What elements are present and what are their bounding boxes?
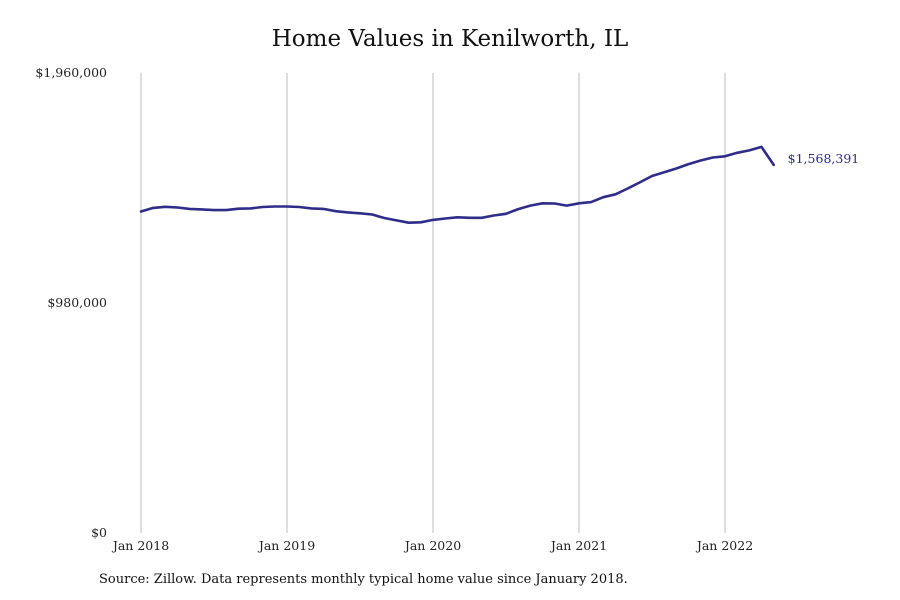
x-tick-label: Jan 2022 — [695, 538, 753, 553]
x-axis-labels: Jan 2018 Jan 2019 Jan 2020 Jan 2021 Jan 2022 — [111, 538, 753, 553]
y-tick-label: $980,000 — [47, 295, 107, 310]
x-tick-label: Jan 2019 — [257, 538, 315, 553]
chart-title: Home Values in Kenilworth, IL — [271, 26, 629, 52]
y-tick-label: $0 — [91, 525, 107, 540]
x-tick-label: Jan 2021 — [549, 538, 607, 553]
series-layer: $1,568,391 — [139, 145, 860, 224]
source-note: Source: Zillow. Data represents monthly … — [99, 572, 628, 587]
x-tick-label: Jan 2020 — [403, 538, 461, 553]
y-axis-labels: $0 $980,000 $1,960,000 — [35, 65, 107, 540]
series-line — [139, 145, 775, 224]
gridlines — [140, 73, 726, 533]
end-value-label: $1,568,391 — [788, 151, 860, 166]
x-tick-label: Jan 2018 — [111, 538, 169, 553]
y-tick-label: $1,960,000 — [35, 65, 107, 80]
